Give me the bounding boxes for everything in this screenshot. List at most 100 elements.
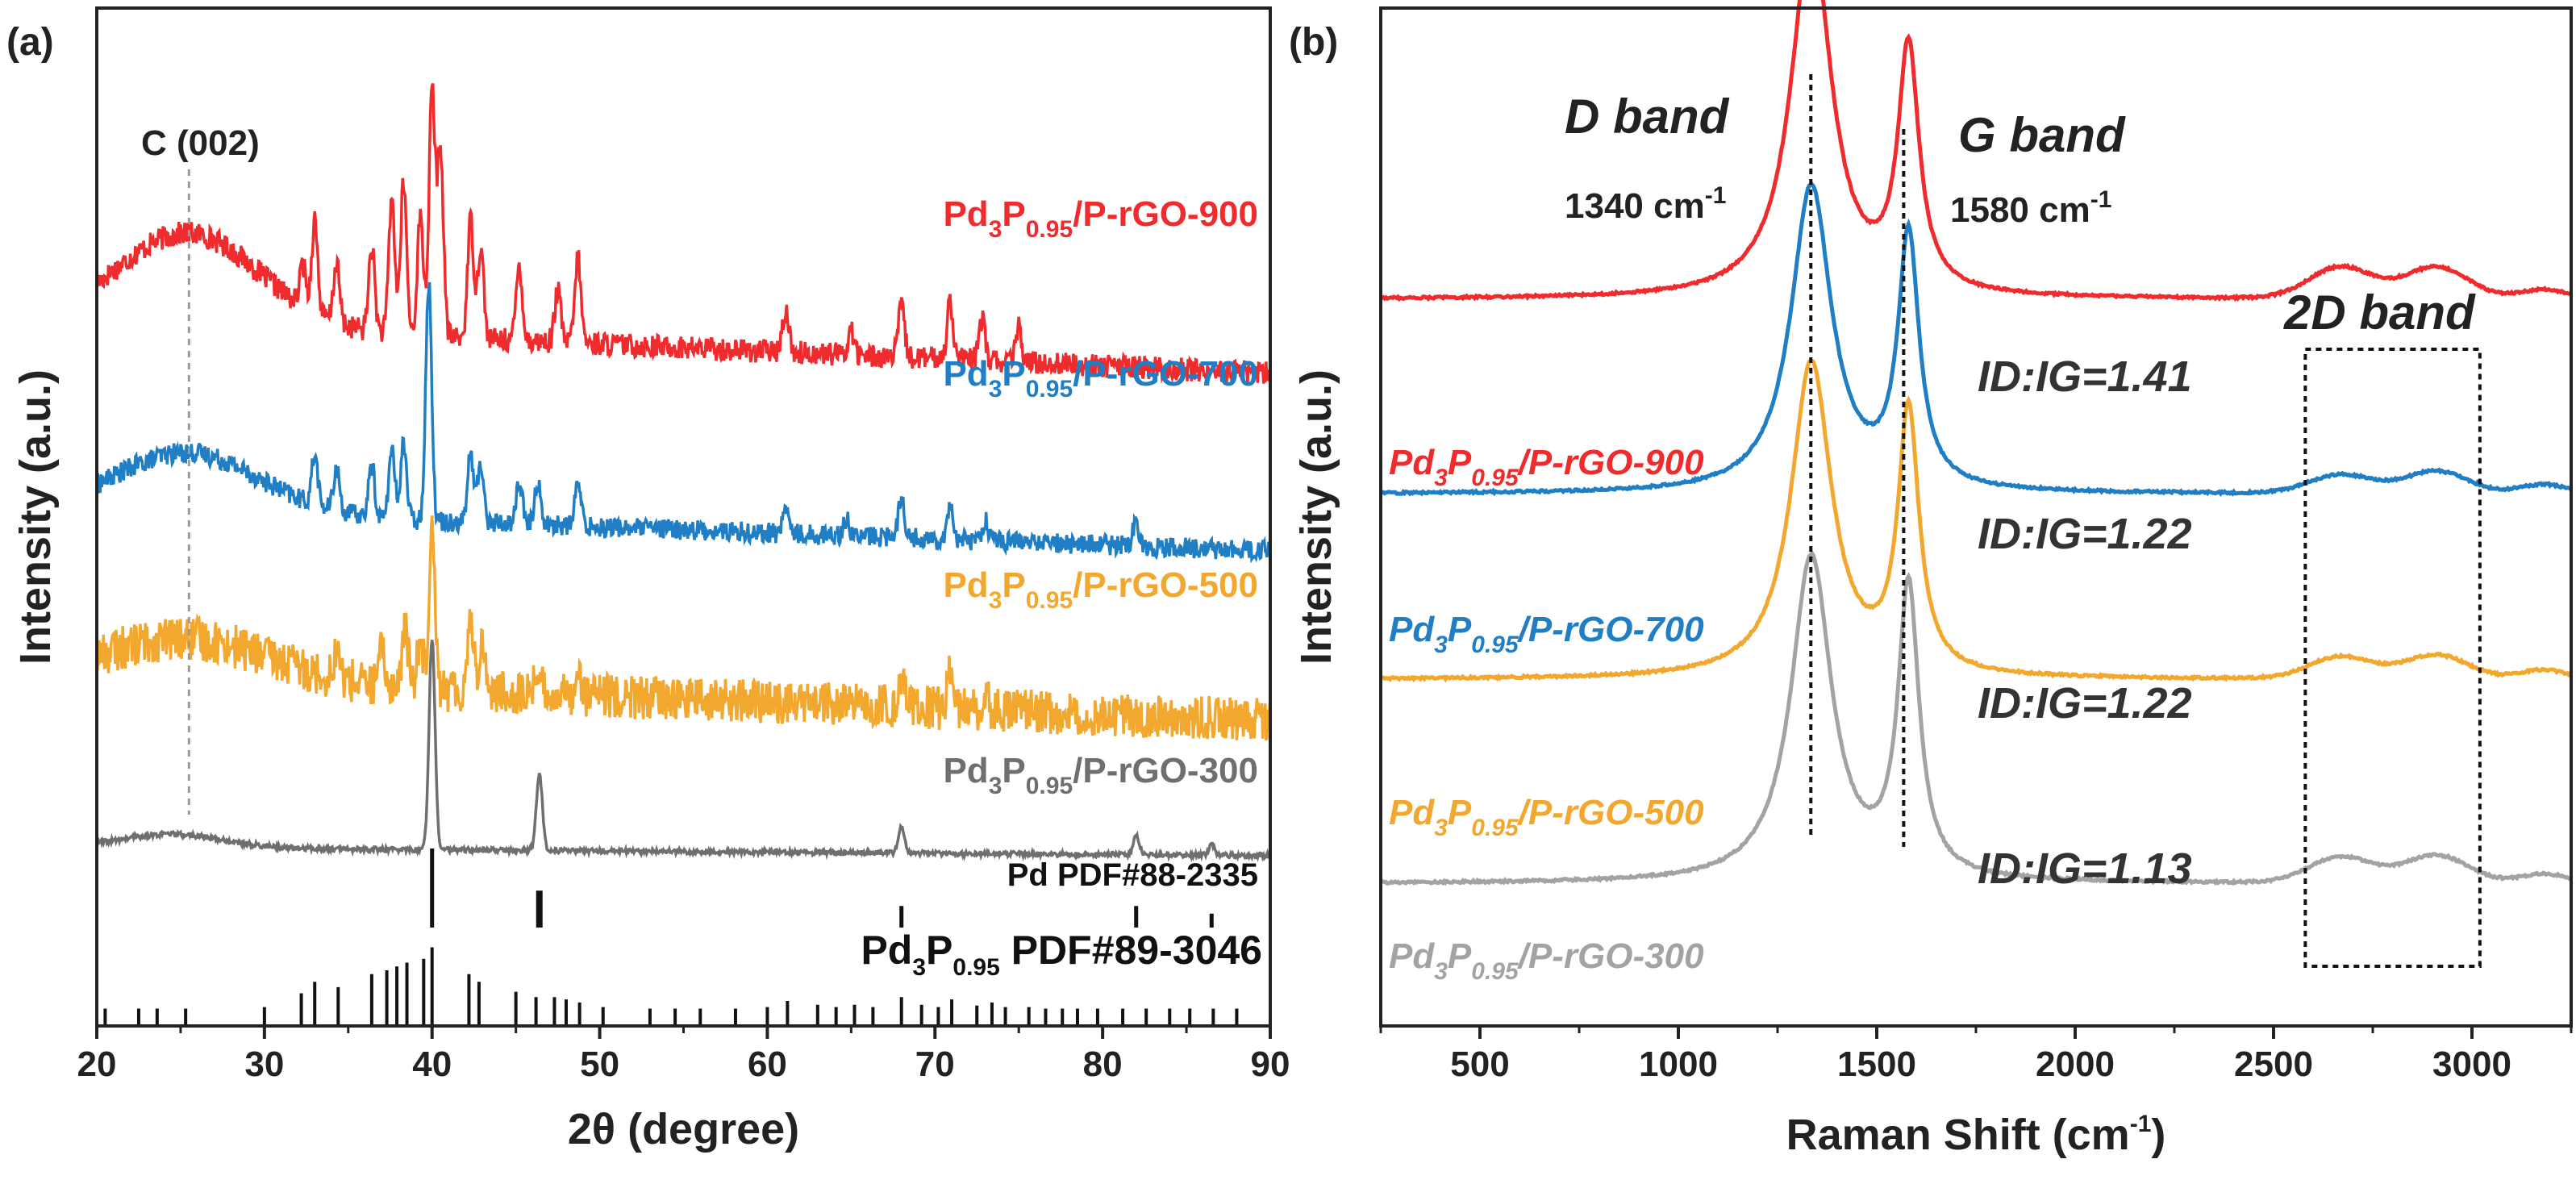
xrd-curve-3 — [95, 515, 1272, 741]
g-band-position-value: 1580 cm — [1950, 190, 2090, 230]
pd3p-pdf-label-part: 0.95 — [952, 954, 999, 981]
pd3p-pdf-label-part: P — [926, 928, 952, 973]
raman-curve-4 — [1379, 549, 2572, 886]
xrd-curve-4 — [96, 640, 1272, 863]
d-band-position: 1340 cm-1 — [1565, 182, 1726, 226]
panel-a-x-axis-title: 2θ (degree) — [568, 1105, 799, 1153]
raman-series-label-part: 3 — [1434, 815, 1448, 841]
panel-a-x-ticks: 20 30 40 50 60 70 80 90 — [77, 1026, 1290, 1084]
raman-series-label-part: P — [1448, 443, 1472, 482]
g-band-position-sup: -1 — [2090, 186, 2112, 213]
raman-x-title-close: ) — [2151, 1111, 2165, 1159]
panel-b-band-guides — [1809, 74, 2482, 968]
g-band-label: G band — [1958, 108, 2126, 162]
panel-a-reference-labels: Pd PDF#88-2335 Pd3P0.95 PDF#89-3046 — [861, 857, 1262, 981]
raman-series-label-part: 0.95 — [1471, 632, 1519, 658]
xrd-series-label-part: 0.95 — [1026, 587, 1073, 614]
raman-series-label-part: P — [1448, 610, 1472, 649]
raman-curve-1 — [1380, 0, 2572, 302]
panel-b-series-labels: Pd3P0.95/P-rGO-900ID:IG=1.41Pd3P0.95/P-r… — [1389, 352, 2192, 985]
panel-b-label: (b) — [1289, 21, 1338, 64]
panel-b-raman-chart: (b) 500 1000 1500 2000 2500 3000 D band 1340 c… — [1289, 0, 2573, 1159]
xrd-series-label-part: P — [1002, 565, 1025, 605]
x-tick-label: 30 — [244, 1044, 284, 1084]
id-ig-ratio-label: ID:IG=1.13 — [1978, 844, 2192, 893]
panel-b-x-axis-title: Raman Shift (cm-1) — [1786, 1111, 2166, 1159]
panel-a-frame — [95, 6, 1272, 1028]
x-tick-label: 70 — [915, 1044, 955, 1084]
xrd-series-label-part: 3 — [989, 216, 1002, 243]
raman-series-label-part: 0.95 — [1471, 815, 1519, 841]
xrd-series-label-part: P — [1002, 354, 1025, 394]
panel-b-frame — [1379, 6, 2573, 1028]
x-tick-label: 60 — [748, 1044, 787, 1084]
panel-b-y-axis-title: Intensity (a.u.) — [1292, 369, 1340, 665]
xrd-series-label-part: Pd — [943, 194, 988, 234]
raman-series-label: Pd3P0.95/P-rGO-500 — [1389, 793, 1704, 841]
x-tick-label: 90 — [1251, 1044, 1290, 1084]
raman-series-label-part: Pd — [1389, 443, 1435, 482]
xrd-series-label-part: 3 — [989, 376, 1002, 402]
xrd-series-label-part: 3 — [989, 773, 1002, 799]
d-band-position-sup: -1 — [1705, 182, 1727, 209]
x-tick-label: 1500 — [1837, 1044, 1916, 1084]
xrd-series-label-part: Pd — [943, 354, 988, 394]
raman-series-label-part: /P-rGO-300 — [1517, 936, 1704, 976]
raman-x-title-main: Raman Shift (cm — [1786, 1111, 2130, 1159]
xrd-series-label: Pd3P0.95/P-rGO-500 — [943, 565, 1258, 614]
xrd-series-label-part: /P-rGO-900 — [1073, 194, 1258, 234]
panel-a-curves — [95, 82, 1272, 863]
xrd-series-label: Pd3P0.95/P-rGO-300 — [943, 751, 1258, 799]
raman-series-label-part: /P-rGO-900 — [1517, 443, 1704, 482]
xrd-series-label-part: P — [1002, 751, 1025, 790]
id-ig-ratio-label: ID:IG=1.41 — [1978, 352, 2192, 401]
xrd-series-label: Pd3P0.95/P-rGO-700 — [943, 354, 1258, 402]
pd3p-pdf-label-part: 3 — [912, 954, 926, 981]
raman-curve-2 — [1379, 181, 2573, 498]
raman-series-label-part: 0.95 — [1471, 958, 1519, 985]
panel-a-series-labels: Pd3P0.95/P-rGO-900Pd3P0.95/P-rGO-700Pd3P… — [943, 194, 1258, 799]
xrd-series-label-part: 0.95 — [1026, 216, 1073, 243]
xrd-series-label-part: Pd — [943, 565, 988, 605]
raman-series-label: Pd3P0.95/P-rGO-300 — [1389, 936, 1704, 985]
xrd-series-label-part: /P-rGO-700 — [1073, 354, 1258, 394]
raman-series-label-part: /P-rGO-700 — [1517, 610, 1704, 649]
x-tick-label: 50 — [580, 1044, 619, 1084]
two-d-band-box — [2303, 348, 2482, 968]
id-ig-ratio-label: ID:IG=1.22 — [1978, 679, 2192, 728]
x-tick-label: 2500 — [2234, 1044, 2313, 1084]
xrd-series-label-part: P — [1002, 194, 1025, 234]
xrd-curve-2 — [95, 281, 1272, 564]
raman-curve-3 — [1379, 358, 2573, 683]
pd3p-pdf-label-part: PDF#89-3046 — [1000, 928, 1262, 973]
panel-b-x-ticks: 500 1000 1500 2000 2500 3000 — [1379, 1026, 2573, 1084]
raman-series-label-part: P — [1448, 936, 1472, 976]
xrd-series-label-part: 0.95 — [1026, 376, 1073, 402]
xrd-series-label-part: 3 — [989, 587, 1002, 614]
g-band-position: 1580 cm-1 — [1950, 186, 2111, 230]
raman-x-title-sup: -1 — [2130, 1111, 2152, 1137]
pd3p-pdf-label: Pd3P0.95 PDF#89-3046 — [861, 928, 1262, 981]
panel-a-y-axis-title: Intensity (a.u.) — [11, 369, 60, 665]
x-tick-label: 40 — [412, 1044, 452, 1084]
xrd-curve-1 — [95, 82, 1272, 386]
raman-series-label-part: 3 — [1434, 465, 1448, 491]
panel-b-curves — [1379, 0, 2573, 886]
xrd-series-label-part: /P-rGO-300 — [1073, 751, 1258, 790]
raman-series-label-part: /P-rGO-500 — [1517, 793, 1704, 832]
xrd-series-label-part: 0.95 — [1026, 773, 1073, 799]
panel-a-label: (a) — [6, 21, 54, 64]
pd3p-pdf-label-part: Pd — [861, 928, 912, 973]
x-tick-label: 500 — [1450, 1044, 1509, 1084]
pd-pdf-label: Pd PDF#88-2335 — [1007, 857, 1258, 893]
raman-series-label-part: 0.95 — [1471, 465, 1519, 491]
id-ig-ratio-label: ID:IG=1.22 — [1978, 510, 2192, 558]
d-band-position-value: 1340 cm — [1565, 186, 1705, 226]
raman-series-label-part: Pd — [1389, 793, 1435, 832]
x-tick-label: 80 — [1083, 1044, 1123, 1084]
raman-series-label: Pd3P0.95/P-rGO-900 — [1389, 443, 1704, 491]
raman-series-label-part: Pd — [1389, 936, 1435, 976]
raman-series-label-part: 3 — [1434, 632, 1448, 658]
x-tick-label: 2000 — [2036, 1044, 2115, 1084]
